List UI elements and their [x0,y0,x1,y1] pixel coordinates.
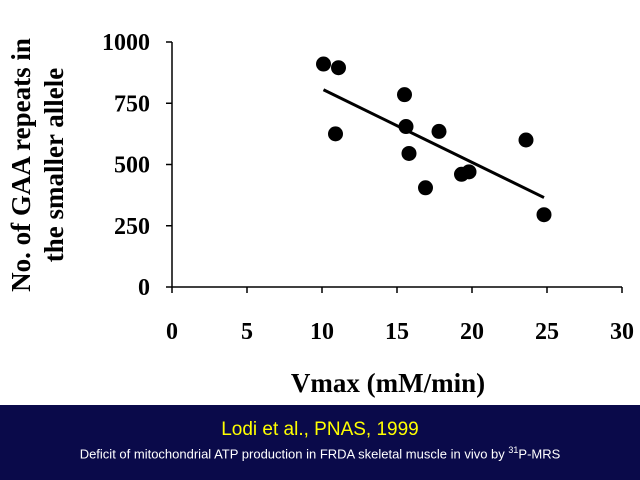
subtitle-text: Deficit of mitochondrial ATP production … [0,445,640,461]
y-tick-label: 250 [114,214,150,240]
y-tick-label: 500 [114,153,150,179]
citation-text: Lodi et al., PNAS, 1999 [221,419,419,440]
subtitle-main: Deficit of mitochondrial ATP production … [79,446,509,462]
subtitle-superscript: 31 [508,445,519,455]
y-tick-label: 0 [138,275,150,301]
x-tick-label: 10 [310,319,334,345]
data-point [398,119,414,135]
data-point [316,56,331,72]
y-ticks: 0 250 500 750 1000 [102,30,172,301]
data-point [536,207,552,223]
data-point [461,164,477,180]
x-tick-label: 30 [610,319,634,345]
data-point [401,145,417,161]
data-point [418,180,433,196]
trendline-group [322,88,545,199]
data-point [328,126,343,142]
y-tick-label: 750 [114,91,150,117]
x-ticks: 0 5 10 15 20 25 30 [166,287,634,345]
y-axis-title-line2: the smaller allele [39,68,69,262]
data-point [431,123,447,139]
data-point [518,132,534,148]
trendline [322,88,545,199]
y-tick-label: 1000 [102,30,150,56]
scatter-chart: 0 250 500 750 1000 0 5 10 15 20 25 30 No. of GAA r… [6,30,634,398]
x-axis-title: Vmax (mM/min) [291,368,485,398]
x-tick-label: 20 [460,319,484,345]
x-tick-label: 5 [241,319,253,345]
subtitle-end: P-MRS [518,446,561,462]
axes [171,42,622,288]
x-tick-label: 25 [535,319,559,345]
y-axis-title-line1: No. of GAA repeats in [6,38,36,292]
footer-banner: Lodi et al., PNAS, 1999 Deficit of mitoc… [0,405,640,480]
x-tick-label: 0 [166,319,178,345]
data-point [331,60,346,76]
data-point [397,87,412,103]
x-tick-label: 15 [385,319,409,345]
data-points [316,56,552,223]
